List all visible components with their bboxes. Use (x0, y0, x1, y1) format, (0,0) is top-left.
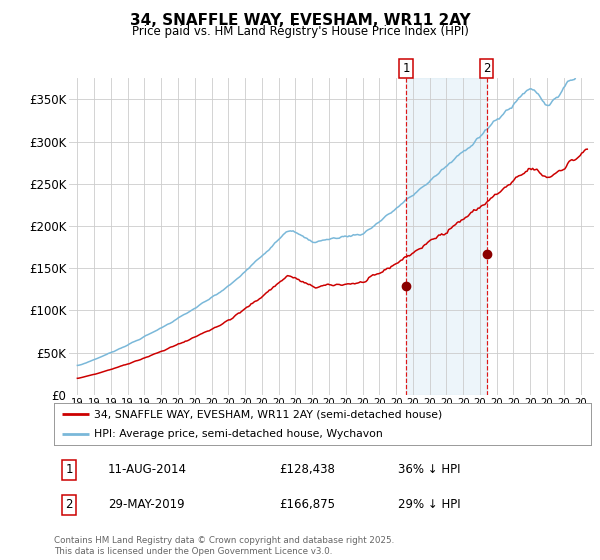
Bar (406, 78, 487, 395)
Text: 2: 2 (65, 498, 73, 511)
Text: HPI: Average price, semi-detached house, Wychavon: HPI: Average price, semi-detached house,… (94, 430, 383, 439)
Text: 1: 1 (65, 463, 73, 476)
Text: 34, SNAFFLE WAY, EVESHAM, WR11 2AY (semi-detached house): 34, SNAFFLE WAY, EVESHAM, WR11 2AY (semi… (94, 409, 443, 419)
Text: Price paid vs. HM Land Registry's House Price Index (HPI): Price paid vs. HM Land Registry's House … (131, 25, 469, 38)
Text: Contains HM Land Registry data © Crown copyright and database right 2025.
This d: Contains HM Land Registry data © Crown c… (54, 536, 394, 556)
Text: 2: 2 (483, 62, 490, 75)
Text: 11-AUG-2014: 11-AUG-2014 (108, 463, 187, 476)
Text: 36% ↓ HPI: 36% ↓ HPI (398, 463, 460, 476)
Text: £166,875: £166,875 (280, 498, 335, 511)
Text: 1: 1 (403, 62, 410, 75)
Text: 34, SNAFFLE WAY, EVESHAM, WR11 2AY: 34, SNAFFLE WAY, EVESHAM, WR11 2AY (130, 13, 470, 29)
Text: £128,438: £128,438 (280, 463, 335, 476)
Text: 29-MAY-2019: 29-MAY-2019 (108, 498, 184, 511)
Text: 29% ↓ HPI: 29% ↓ HPI (398, 498, 460, 511)
